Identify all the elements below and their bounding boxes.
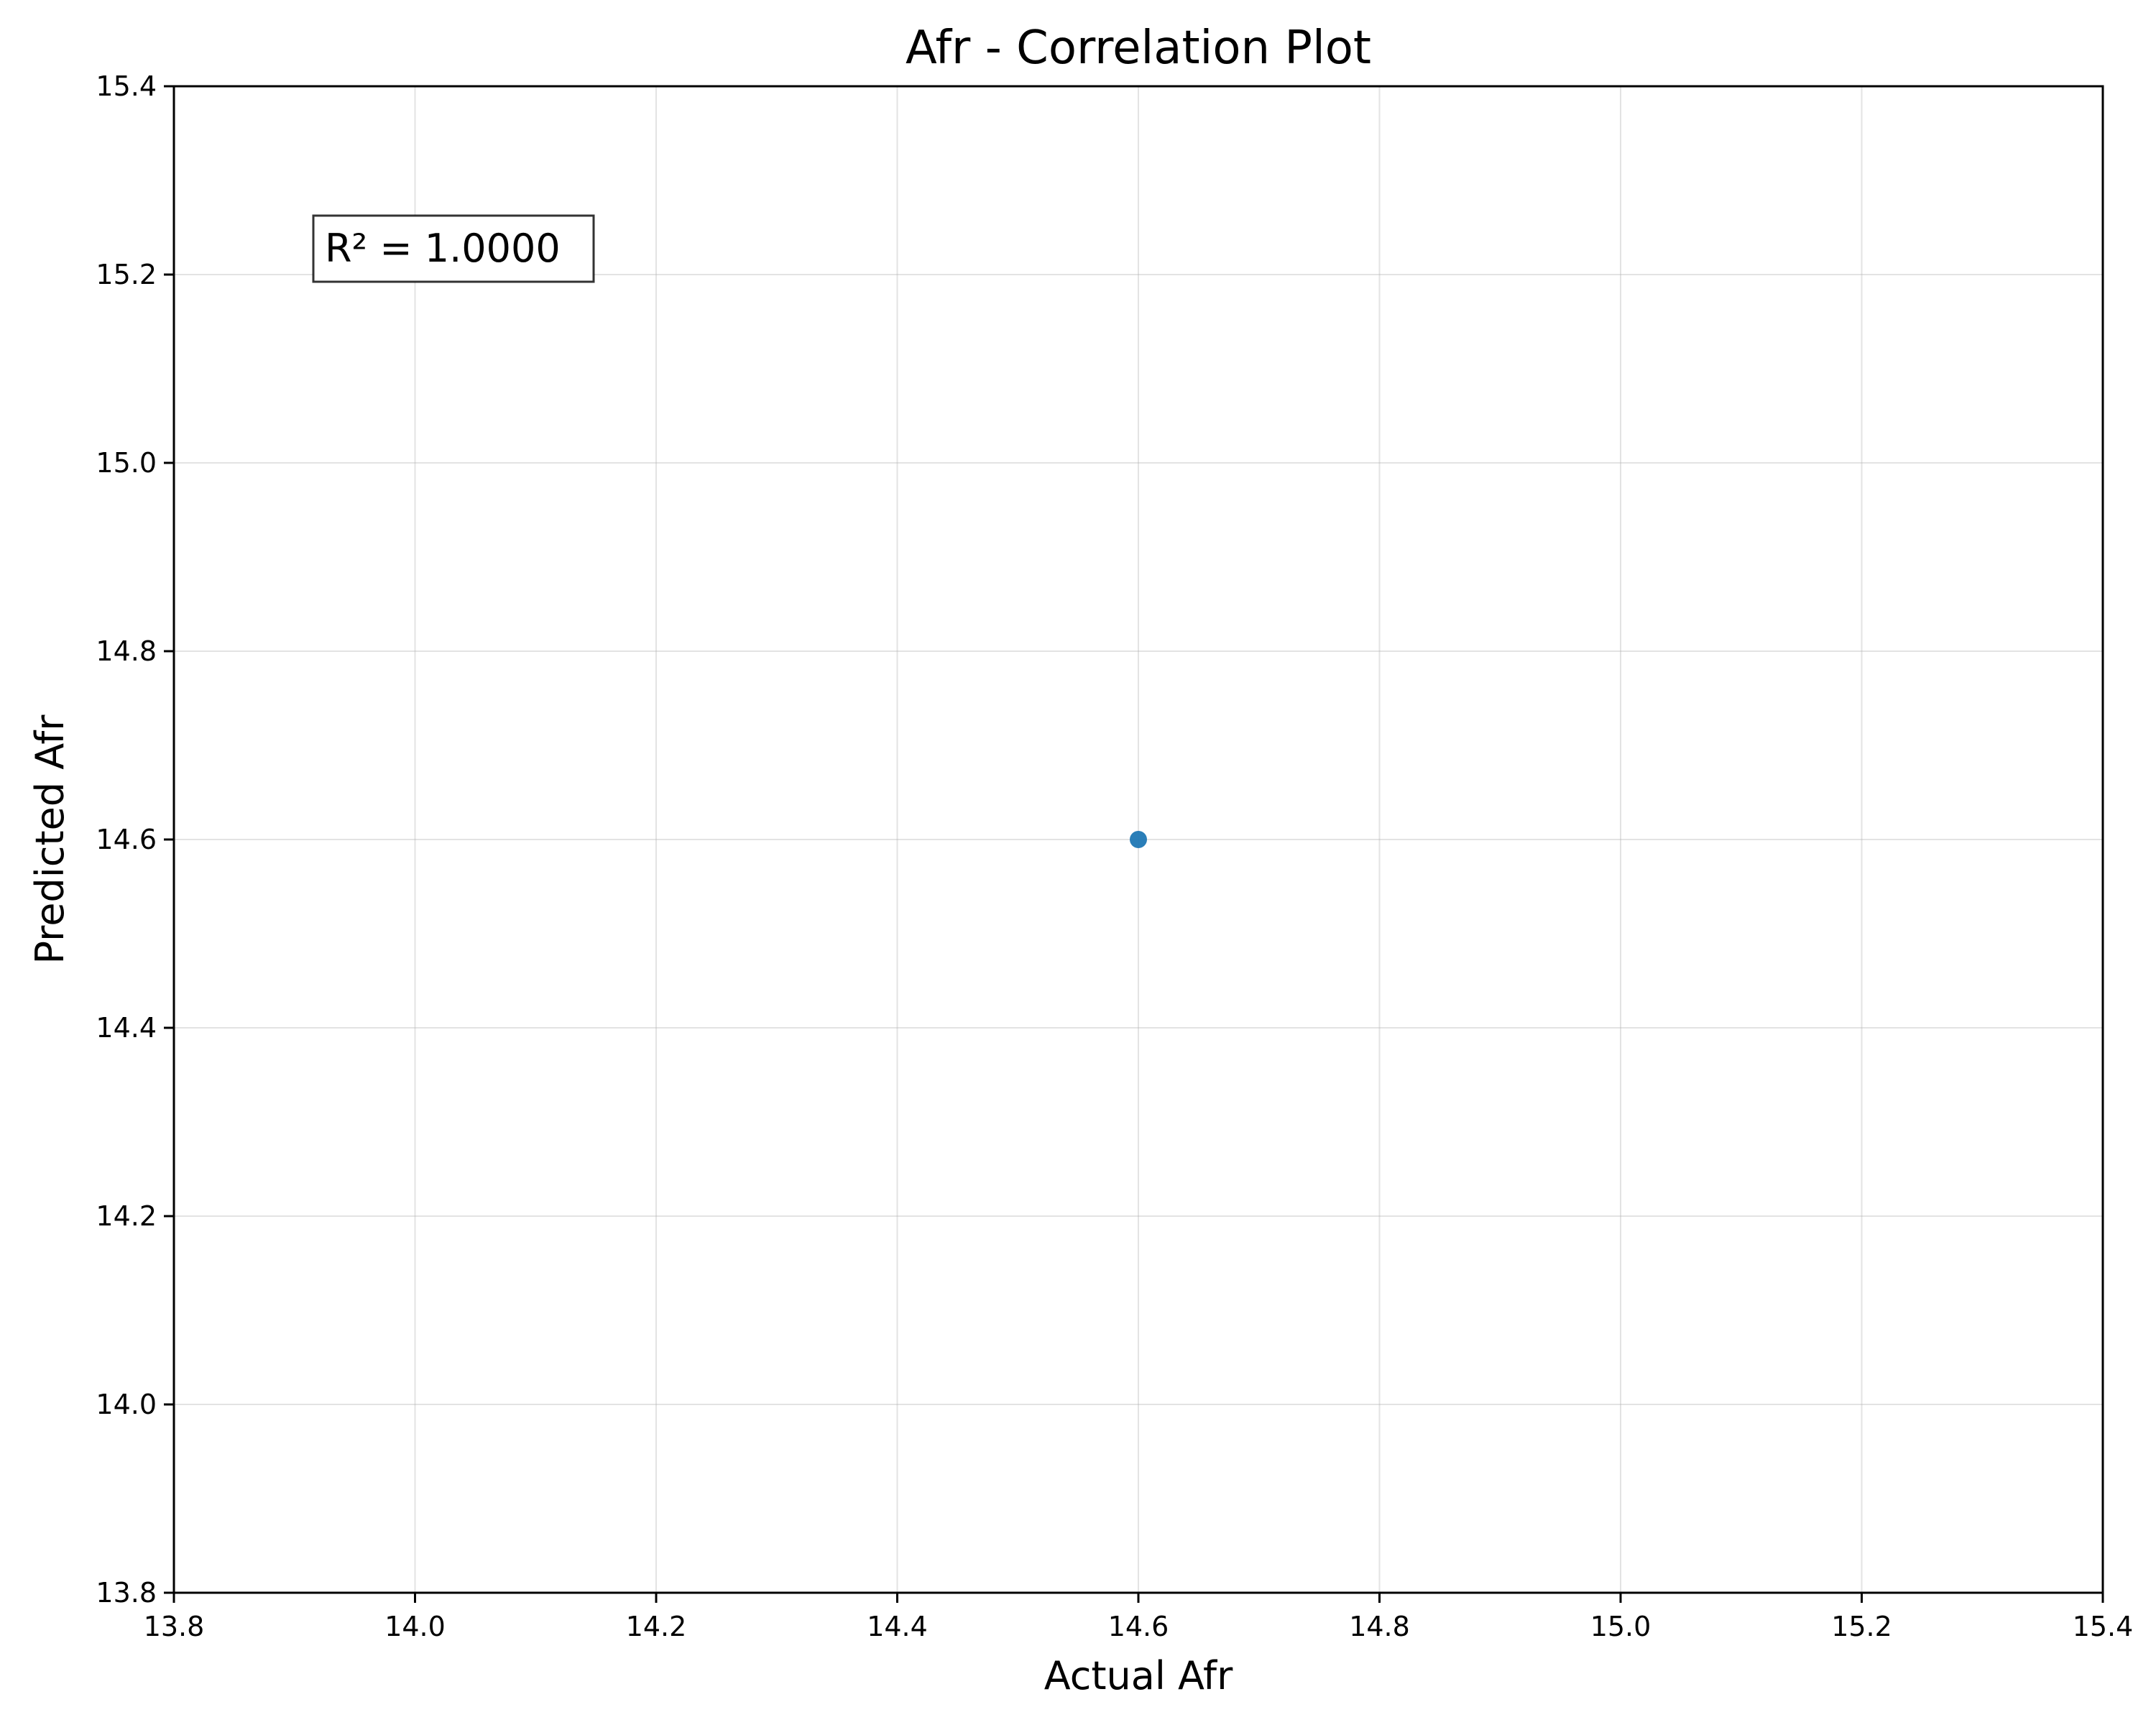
data-points [1130, 831, 1147, 848]
y-tick-label: 14.4 [96, 1012, 157, 1044]
x-tick-label: 13.8 [144, 1611, 205, 1642]
y-tick-label: 15.4 [96, 70, 157, 102]
y-tick-label: 14.8 [96, 635, 157, 667]
x-tick-label: 15.0 [1590, 1611, 1651, 1642]
x-tick-label: 14.4 [867, 1611, 928, 1642]
y-tick-label: 14.6 [96, 824, 157, 855]
y-tick-label: 13.8 [96, 1577, 157, 1609]
x-tick-label: 14.0 [384, 1611, 446, 1642]
y-tick-label: 15.0 [96, 447, 157, 479]
x-tick-label: 14.2 [626, 1611, 687, 1642]
x-tick-label: 15.4 [2073, 1611, 2134, 1642]
x-tick-label: 14.8 [1349, 1611, 1410, 1642]
x-tick-label: 15.2 [1831, 1611, 1892, 1642]
x-tick-label: 14.6 [1108, 1611, 1169, 1642]
y-tick-label: 15.2 [96, 259, 157, 290]
r-squared-annotation: R² = 1.0000 [312, 214, 595, 283]
y-axis-label: Predicted Afr [27, 714, 73, 965]
y-tick-label: 14.0 [96, 1389, 157, 1420]
y-axis-ticks: 13.8 14.0 14.2 14.4 14.6 14.8 15.0 15.2 15.4 [96, 70, 174, 1609]
x-axis-label: Actual Afr [1044, 1653, 1233, 1698]
data-point [1130, 831, 1147, 848]
x-axis-ticks: 13.8 14.0 14.2 14.4 14.6 14.8 15.0 15.2 15.4 [144, 1593, 2134, 1642]
r-squared-box [312, 214, 595, 283]
chart-title: Afr - Correlation Plot [906, 22, 1371, 75]
r-squared-text: R² = 1.0000 [325, 226, 561, 271]
y-tick-label: 14.2 [96, 1200, 157, 1232]
